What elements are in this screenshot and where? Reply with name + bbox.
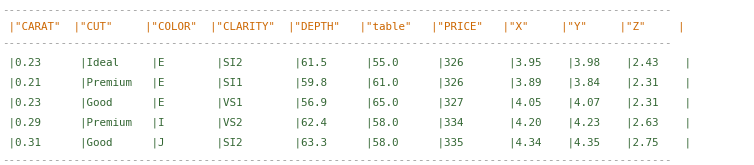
Text: --------------------------------------------------------------------------------: ----------------------------------------… xyxy=(2,155,672,165)
Text: |0.31      |Good      |J        |SI2        |63.3      |58.0      |335       |4.: |0.31 |Good |J |SI2 |63.3 |58.0 |335 |4. xyxy=(2,138,691,148)
Text: |0.23      |Good      |E        |VS1        |56.9      |65.0      |327       |4.: |0.23 |Good |E |VS1 |56.9 |65.0 |327 |4. xyxy=(2,98,691,109)
Text: |"CARAT"  |"CUT"     |"COLOR"  |"CLARITY"  |"DEPTH"   |"table"   |"PRICE"   |"X": |"CARAT" |"CUT" |"COLOR" |"CLARITY" |"DE… xyxy=(2,22,685,33)
Text: |0.29      |Premium   |I        |VS2        |62.4      |58.0      |334       |4.: |0.29 |Premium |I |VS2 |62.4 |58.0 |334 … xyxy=(2,118,691,129)
Text: |0.21      |Premium   |E        |SI1        |59.8      |61.0      |326       |3.: |0.21 |Premium |E |SI1 |59.8 |61.0 |326 … xyxy=(2,78,691,88)
Text: --------------------------------------------------------------------------------: ----------------------------------------… xyxy=(2,5,672,15)
Text: |0.23      |Ideal     |E        |SI2        |61.5      |55.0      |326       |3.: |0.23 |Ideal |E |SI2 |61.5 |55.0 |326 |3… xyxy=(2,58,691,68)
Text: --------------------------------------------------------------------------------: ----------------------------------------… xyxy=(2,38,672,48)
